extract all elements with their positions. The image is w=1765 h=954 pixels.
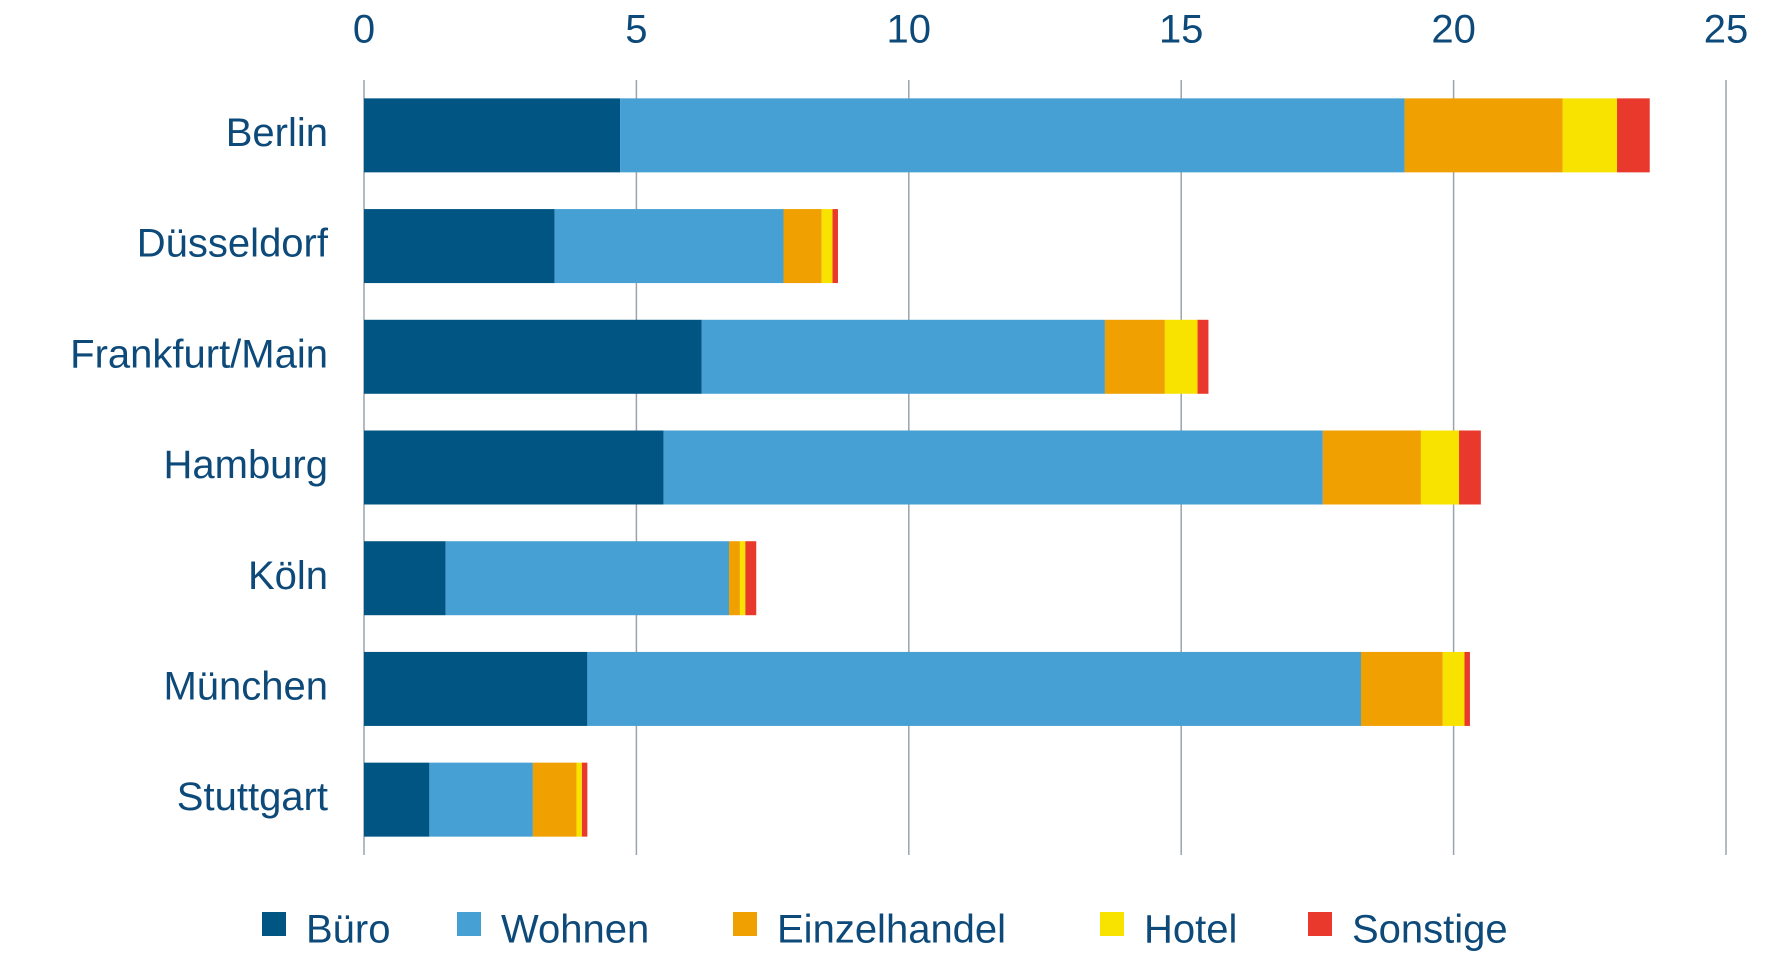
y-tick-label: Stuttgart bbox=[177, 775, 328, 819]
x-tick-label: 0 bbox=[353, 8, 375, 52]
bar-segment bbox=[1420, 430, 1460, 505]
y-tick-label: München bbox=[163, 664, 328, 708]
y-tick-label: Köln bbox=[248, 554, 328, 598]
bar-segment bbox=[364, 209, 555, 284]
legend-swatch bbox=[1100, 912, 1124, 936]
bar-segment bbox=[445, 541, 730, 616]
bar-segment bbox=[364, 319, 702, 394]
x-tick-label: 20 bbox=[1431, 8, 1476, 52]
bar-segment bbox=[581, 762, 588, 837]
y-tick-label: Düsseldorf bbox=[137, 222, 329, 266]
legend-label: Büro bbox=[306, 908, 391, 952]
legend-label: Sonstige bbox=[1352, 908, 1508, 952]
bar-segment bbox=[1442, 651, 1465, 726]
bar-segment bbox=[620, 98, 1405, 173]
bar-segment bbox=[701, 319, 1105, 394]
bar-segment bbox=[364, 430, 664, 505]
y-tick-label: Berlin bbox=[226, 111, 328, 155]
bar-segment bbox=[1464, 651, 1470, 726]
bar-segment bbox=[429, 762, 533, 837]
bar-segment bbox=[364, 541, 446, 616]
legend-swatch bbox=[457, 912, 481, 936]
x-tick-label: 15 bbox=[1159, 8, 1204, 52]
bar-segment bbox=[554, 209, 784, 284]
bar-segment bbox=[364, 762, 430, 837]
legend-swatch bbox=[262, 912, 286, 936]
x-tick-label: 25 bbox=[1704, 8, 1749, 52]
bar-segment bbox=[1404, 98, 1563, 173]
legend-label: Einzelhandel bbox=[777, 908, 1006, 952]
bar-segment bbox=[364, 98, 621, 173]
x-tick-label: 10 bbox=[887, 8, 932, 52]
bar-segment bbox=[663, 430, 1323, 505]
bar-segment bbox=[1104, 319, 1165, 394]
bar-segment bbox=[576, 762, 582, 837]
legend-label: Wohnen bbox=[501, 908, 649, 952]
bar-segment bbox=[532, 762, 577, 837]
bar-segment bbox=[745, 541, 757, 616]
bar-segment bbox=[1360, 651, 1443, 726]
x-tick-label: 5 bbox=[625, 8, 647, 52]
bar-segment bbox=[821, 209, 833, 284]
bar-segment bbox=[1562, 98, 1618, 173]
bar-segment bbox=[1459, 430, 1481, 505]
bar-segment bbox=[739, 541, 746, 616]
bar-segment bbox=[364, 651, 588, 726]
bar-segment bbox=[1197, 319, 1209, 394]
y-tick-label: Frankfurt/Main bbox=[70, 332, 328, 376]
legend-swatch bbox=[1308, 912, 1332, 936]
bar-segment bbox=[1322, 430, 1421, 505]
legend-label: Hotel bbox=[1144, 908, 1237, 952]
bar-segment bbox=[587, 651, 1361, 726]
y-tick-label: Hamburg bbox=[163, 443, 328, 487]
bar-segment bbox=[832, 209, 838, 284]
bar-segment bbox=[1617, 98, 1650, 173]
bar-segment bbox=[729, 541, 740, 616]
bar-segment bbox=[783, 209, 822, 284]
bar-segment bbox=[1164, 319, 1198, 394]
legend-swatch bbox=[733, 912, 757, 936]
